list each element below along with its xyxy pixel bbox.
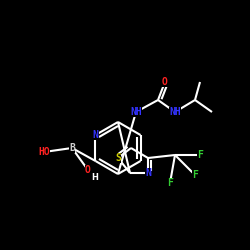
Text: S: S	[115, 153, 121, 163]
Text: NH: NH	[130, 107, 142, 117]
Text: N: N	[92, 130, 98, 140]
Text: HO: HO	[38, 147, 50, 157]
Text: N: N	[145, 168, 151, 178]
Text: O: O	[162, 77, 168, 87]
Text: B: B	[69, 143, 75, 153]
Text: F: F	[197, 150, 203, 160]
Text: F: F	[192, 170, 198, 180]
Text: H: H	[92, 174, 98, 182]
Text: F: F	[167, 178, 173, 188]
Text: O: O	[85, 165, 91, 175]
Text: NH: NH	[169, 107, 181, 117]
